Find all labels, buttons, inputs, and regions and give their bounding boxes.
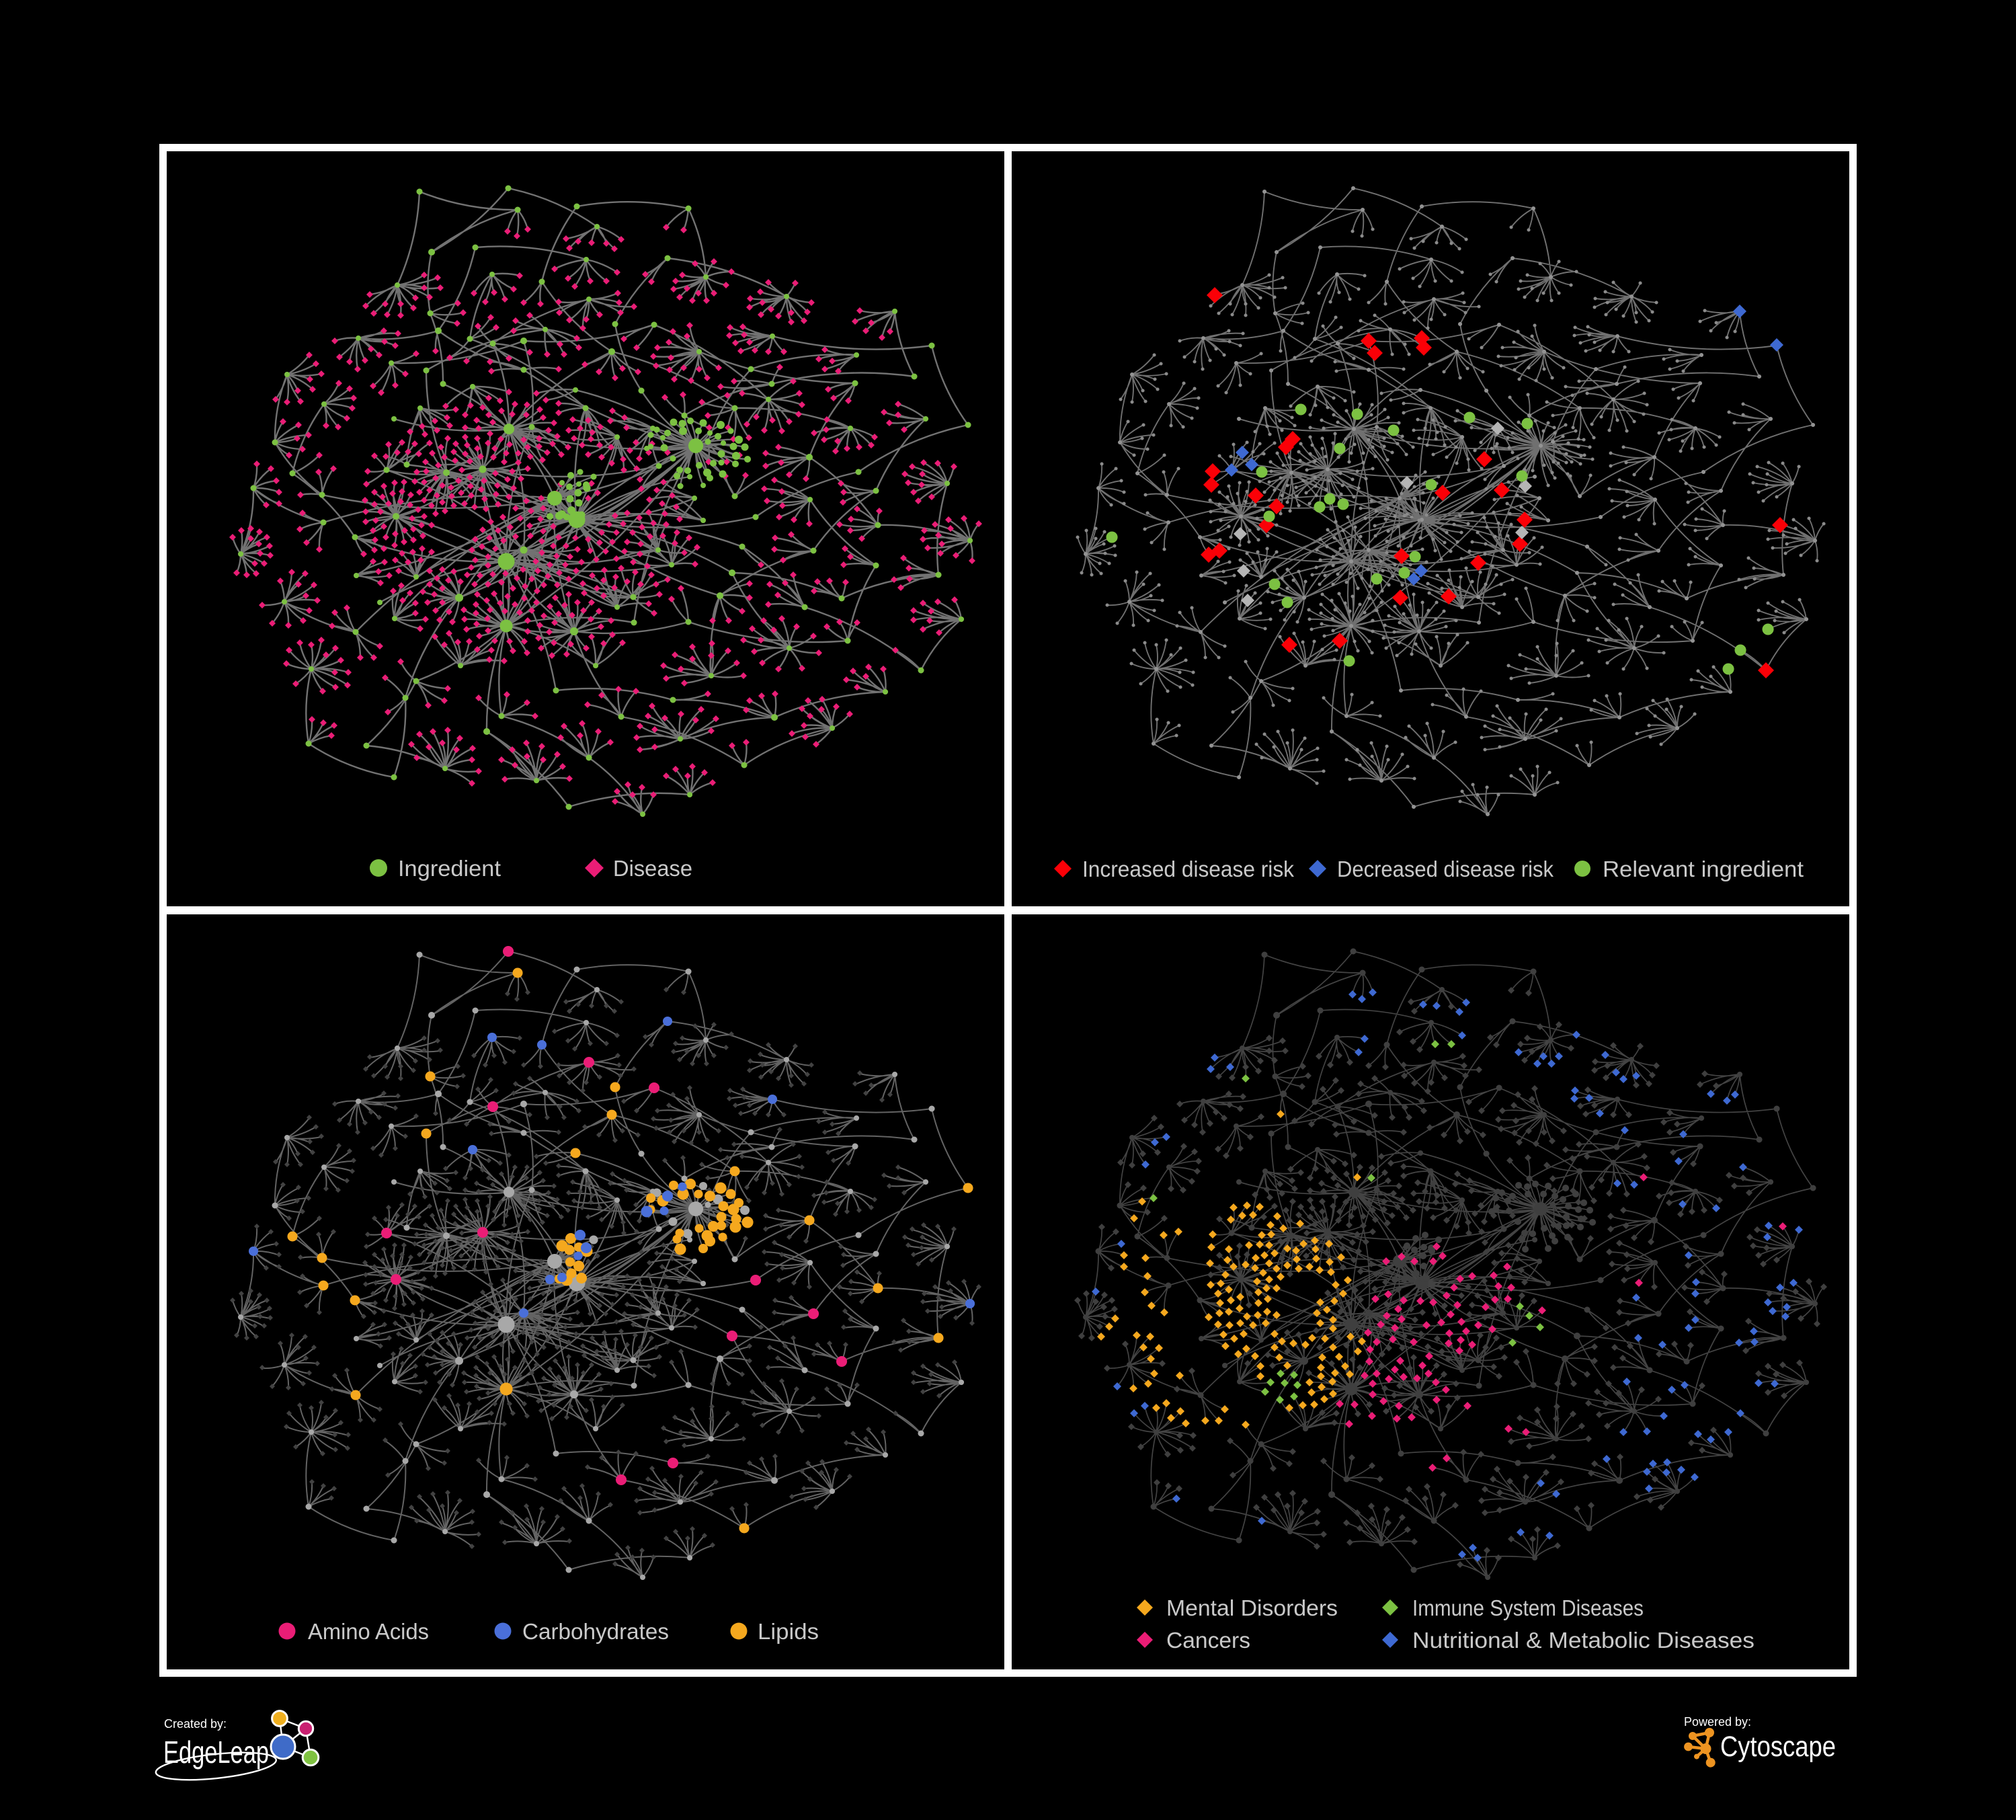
svg-text:Mental Disorders: Mental Disorders [1166, 1595, 1338, 1620]
svg-text:Nutritional & Metabolic Diseas: Nutritional & Metabolic Diseases [1412, 1628, 1755, 1653]
svg-text:Immune System Diseases: Immune System Diseases [1412, 1595, 1644, 1620]
svg-text:Cancers: Cancers [1166, 1628, 1250, 1653]
svg-text:Ingredient: Ingredient [398, 856, 501, 881]
svg-text:Increased disease risk: Increased disease risk [1082, 857, 1294, 881]
svg-text:Relevant ingredient: Relevant ingredient [1603, 857, 1804, 881]
svg-text:Lipids: Lipids [758, 1619, 819, 1644]
svg-text:Cytoscape: Cytoscape [1720, 1731, 1836, 1763]
svg-text:EdgeLeap: EdgeLeap [163, 1735, 269, 1770]
svg-text:Disease: Disease [613, 856, 692, 881]
svg-text:Powered by:: Powered by: [1684, 1715, 1751, 1729]
svg-text:Decreased disease risk: Decreased disease risk [1337, 857, 1554, 881]
svg-text:Created by:: Created by: [164, 1717, 227, 1731]
svg-text:Carbohydrates: Carbohydrates [522, 1619, 669, 1644]
svg-text:Amino Acids: Amino Acids [308, 1619, 429, 1644]
